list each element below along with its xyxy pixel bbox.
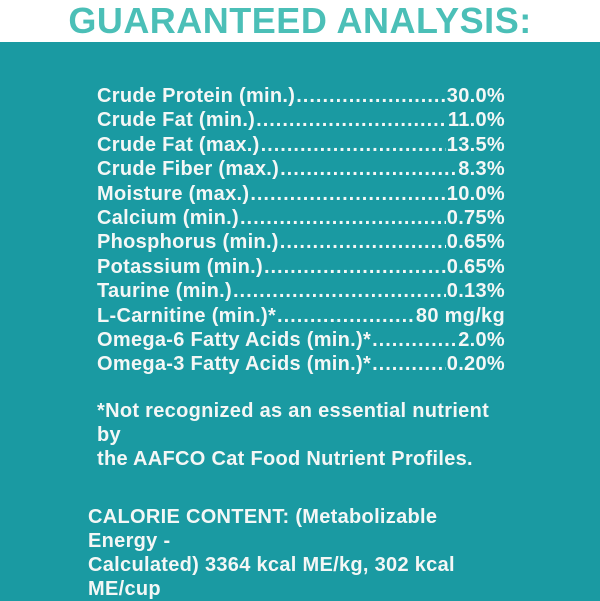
dotted-leader — [296, 84, 446, 108]
analysis-row: Crude Protein (min.) 30.0% — [97, 84, 505, 108]
analysis-row: Potassium (min.) 0.65% — [97, 255, 505, 279]
nutrient-value: 11.0% — [447, 109, 505, 132]
nutrient-value: 8.3% — [458, 158, 505, 181]
nutrient-value: 0.65% — [446, 231, 505, 254]
analysis-list: Crude Protein (min.) 30.0% Crude Fat (mi… — [97, 84, 505, 377]
analysis-row: Crude Fat (min.) 11.0% — [97, 108, 505, 132]
analysis-row: Taurine (min.) 0.13% — [97, 279, 505, 303]
dotted-leader — [261, 133, 446, 157]
dotted-leader — [256, 108, 447, 132]
dotted-leader — [372, 352, 446, 376]
nutrient-label: Moisture (max.) — [97, 182, 250, 205]
dotted-leader — [280, 230, 446, 254]
header-band: GUARANTEED ANALYSIS: — [0, 0, 600, 42]
dotted-leader — [250, 182, 445, 206]
nutrient-value: 2.0% — [458, 329, 505, 352]
nutrient-value: 13.5% — [446, 133, 505, 156]
nutrient-label: Taurine (min.) — [97, 280, 232, 303]
nutrient-value: 0.20% — [446, 353, 505, 376]
nutrient-value: 10.0% — [446, 182, 505, 205]
nutrient-label: Potassium (min.) — [97, 255, 263, 278]
nutrient-label: L-Carnitine (min.)* — [97, 304, 277, 327]
analysis-row: Phosphorus (min.) 0.65% — [97, 230, 505, 254]
analysis-row: Calcium (min.) 0.75% — [97, 206, 505, 230]
analysis-row: Crude Fiber (max.) 8.3% — [97, 157, 505, 181]
analysis-row: Crude Fat (max.) 13.5% — [97, 133, 505, 157]
aafco-footnote: *Not recognized as an essential nutrient… — [97, 399, 490, 470]
dotted-leader — [280, 157, 457, 181]
nutrient-value: 0.13% — [446, 280, 505, 303]
nutrient-label: Crude Fat (max.) — [97, 133, 260, 156]
nutrient-value: 0.65% — [446, 255, 505, 278]
analysis-row: L-Carnitine (min.)* 80 mg/kg — [97, 304, 505, 328]
label-body-panel: Crude Protein (min.) 30.0% Crude Fat (mi… — [0, 42, 600, 601]
dotted-leader — [240, 206, 446, 230]
nutrient-label: Phosphorus (min.) — [97, 231, 279, 254]
analysis-row: Omega-3 Fatty Acids (min.)* 0.20% — [97, 352, 505, 376]
nutrient-value: 80 mg/kg — [415, 304, 505, 327]
nutrient-label: Calcium (min.) — [97, 207, 239, 230]
dotted-leader — [277, 304, 415, 328]
dotted-leader — [233, 279, 446, 303]
dotted-leader — [372, 328, 457, 352]
nutrient-label: Crude Protein (min.) — [97, 85, 296, 107]
calorie-content: CALORIE CONTENT: (Metabolizable Energy -… — [88, 505, 455, 600]
nutrient-value: 30.0% — [446, 85, 505, 107]
nutrient-label: Omega-6 Fatty Acids (min.)* — [97, 329, 372, 352]
nutrient-label: Crude Fiber (max.) — [97, 158, 280, 181]
nutrient-label: Crude Fat (min.) — [97, 109, 256, 132]
analysis-row: Moisture (max.) 10.0% — [97, 182, 505, 206]
dotted-leader — [264, 255, 446, 279]
analysis-row: Omega-6 Fatty Acids (min.)* 2.0% — [97, 328, 505, 352]
nutrient-label: Omega-3 Fatty Acids (min.)* — [97, 353, 372, 376]
page-title: GUARANTEED ANALYSIS: — [68, 0, 532, 41]
nutrient-value: 0.75% — [446, 207, 505, 230]
